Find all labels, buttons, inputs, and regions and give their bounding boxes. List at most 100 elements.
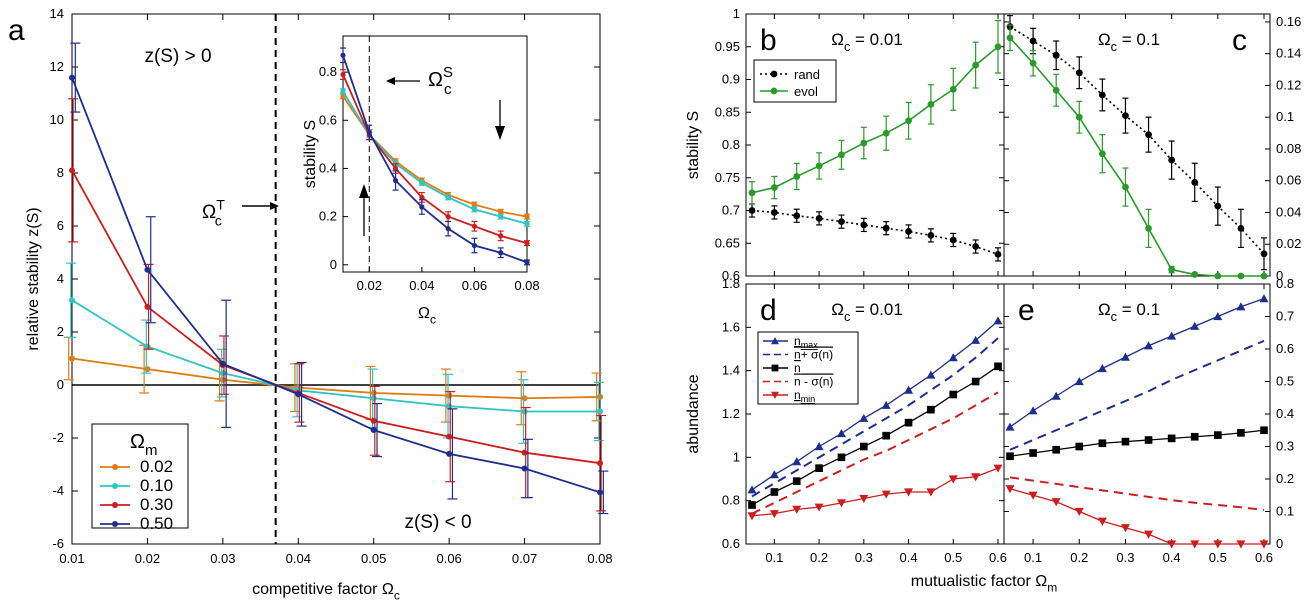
data-point (1213, 431, 1222, 439)
series-d-n+σ(n) (751, 337, 999, 498)
data-point (793, 212, 801, 220)
y-tick-label-a: 10 (50, 112, 64, 127)
panel-title-d: Ωc = 0.01 (831, 300, 903, 324)
y-tick-label-c: 0.06 (1276, 173, 1301, 188)
data-point (971, 377, 980, 386)
y-tick-label-c: 0 (1276, 268, 1283, 283)
data-point (1190, 540, 1200, 549)
data-point (521, 408, 528, 415)
panel-letter-c: c (1232, 24, 1247, 57)
legend-label-a: 0.30 (140, 495, 173, 514)
data-point (814, 442, 824, 451)
x-tick-label-d: 0.6 (989, 550, 1007, 565)
data-point (748, 501, 756, 509)
inset-point (471, 223, 478, 229)
data-point (1190, 321, 1200, 330)
data-point (597, 393, 603, 400)
data-point (295, 391, 302, 398)
y-tick-label-b: 0.75 (715, 170, 740, 185)
inset-point (498, 233, 504, 239)
data-point (521, 449, 528, 456)
series-d-n_max (747, 316, 1003, 494)
panel-title-b: Ωc = 0.01 (831, 30, 903, 54)
data-point (1029, 449, 1037, 457)
inset-up-arrowhead (359, 184, 369, 198)
data-point (1260, 250, 1268, 258)
data-point (815, 464, 823, 472)
y-tick-label-e: 0.6 (1276, 341, 1294, 356)
axes-frame-c (1003, 13, 1271, 277)
y-tick-label-d: 1.6 (722, 319, 740, 334)
panel-e: 0 0.1 0.2 0.3 0.4 0.5 0.6 0.7 0.8 0.1 0.2 0.3 0.4 0.5… (1003, 276, 1294, 565)
data-point (219, 376, 226, 383)
data-point (994, 250, 1002, 258)
inset-point (340, 88, 346, 94)
data-point (770, 184, 778, 191)
inset-y-tick-label: 0.8 (319, 64, 337, 79)
y-axis-label-b: stability S (685, 111, 702, 179)
data-point (446, 392, 453, 399)
series-b-evol (748, 19, 1002, 205)
data-point (144, 266, 151, 273)
data-point (793, 173, 801, 180)
series-e-n+σ(n) (1009, 339, 1265, 451)
inset-x-tick-label: 0.08 (514, 278, 539, 293)
y-tick-label-b: 0.65 (715, 235, 740, 250)
data-point (836, 499, 846, 508)
data-point (927, 231, 935, 239)
data-point (1005, 485, 1015, 494)
data-point (859, 413, 869, 422)
data-point (1214, 202, 1222, 210)
data-point (1214, 272, 1222, 280)
inset-line (342, 54, 528, 264)
data-point (446, 433, 453, 440)
data-point (370, 427, 377, 434)
x-axis-label-a: competitive factor Ωc (252, 581, 400, 603)
inset-point (445, 226, 451, 232)
series-c-evol (1006, 24, 1268, 280)
series-line (71, 299, 600, 413)
legend-label-bc: evol (794, 84, 818, 99)
y-tick-label-a: -2 (52, 430, 64, 445)
y-tick-label-b: 0.95 (715, 39, 740, 54)
data-point (904, 488, 914, 497)
inset-point (340, 71, 346, 78)
data-point (1167, 434, 1176, 443)
data-point (769, 510, 779, 519)
data-point (1120, 352, 1130, 361)
inset-x-tick-label: 0.04 (409, 278, 434, 293)
inset-point (498, 209, 504, 215)
data-point (949, 236, 957, 244)
data-point (1028, 406, 1038, 415)
data-point (994, 362, 1002, 371)
data-point (838, 218, 845, 226)
data-point (905, 228, 912, 235)
series-e-n_min (1005, 485, 1269, 549)
panel-letter-b: b (760, 24, 777, 57)
data-point (1167, 331, 1177, 340)
y-tick-label-c: 0.04 (1276, 204, 1301, 219)
series-e-n (1006, 426, 1268, 461)
data-point (1029, 59, 1037, 67)
data-point (882, 431, 891, 440)
y-tick-label-a: 2 (57, 324, 64, 339)
data-point (1259, 294, 1269, 303)
legend-label-a: 0.10 (140, 476, 173, 495)
x-tick-label-a: 0.05 (361, 551, 386, 566)
series-d-n-σ(n) (751, 391, 999, 515)
series-line (1009, 476, 1265, 511)
legend-bc (753, 59, 837, 103)
data-point (370, 417, 377, 424)
y-tick-label-b: 0.85 (715, 104, 740, 119)
data-point (370, 395, 377, 402)
data-point (69, 167, 75, 174)
data-point (446, 450, 453, 457)
data-point (792, 505, 802, 514)
data-point (747, 512, 757, 521)
inset-series-0.50 (340, 47, 530, 266)
data-point (769, 470, 779, 479)
panel-a: 0.01 0.02 0.03 0.04 0.05 0.06 0.07 0.08 -6 -4 -2 0 2… (25, 6, 613, 603)
y-tick-label-a: 14 (50, 6, 64, 21)
data-point (1051, 498, 1061, 507)
series-line (751, 320, 999, 491)
